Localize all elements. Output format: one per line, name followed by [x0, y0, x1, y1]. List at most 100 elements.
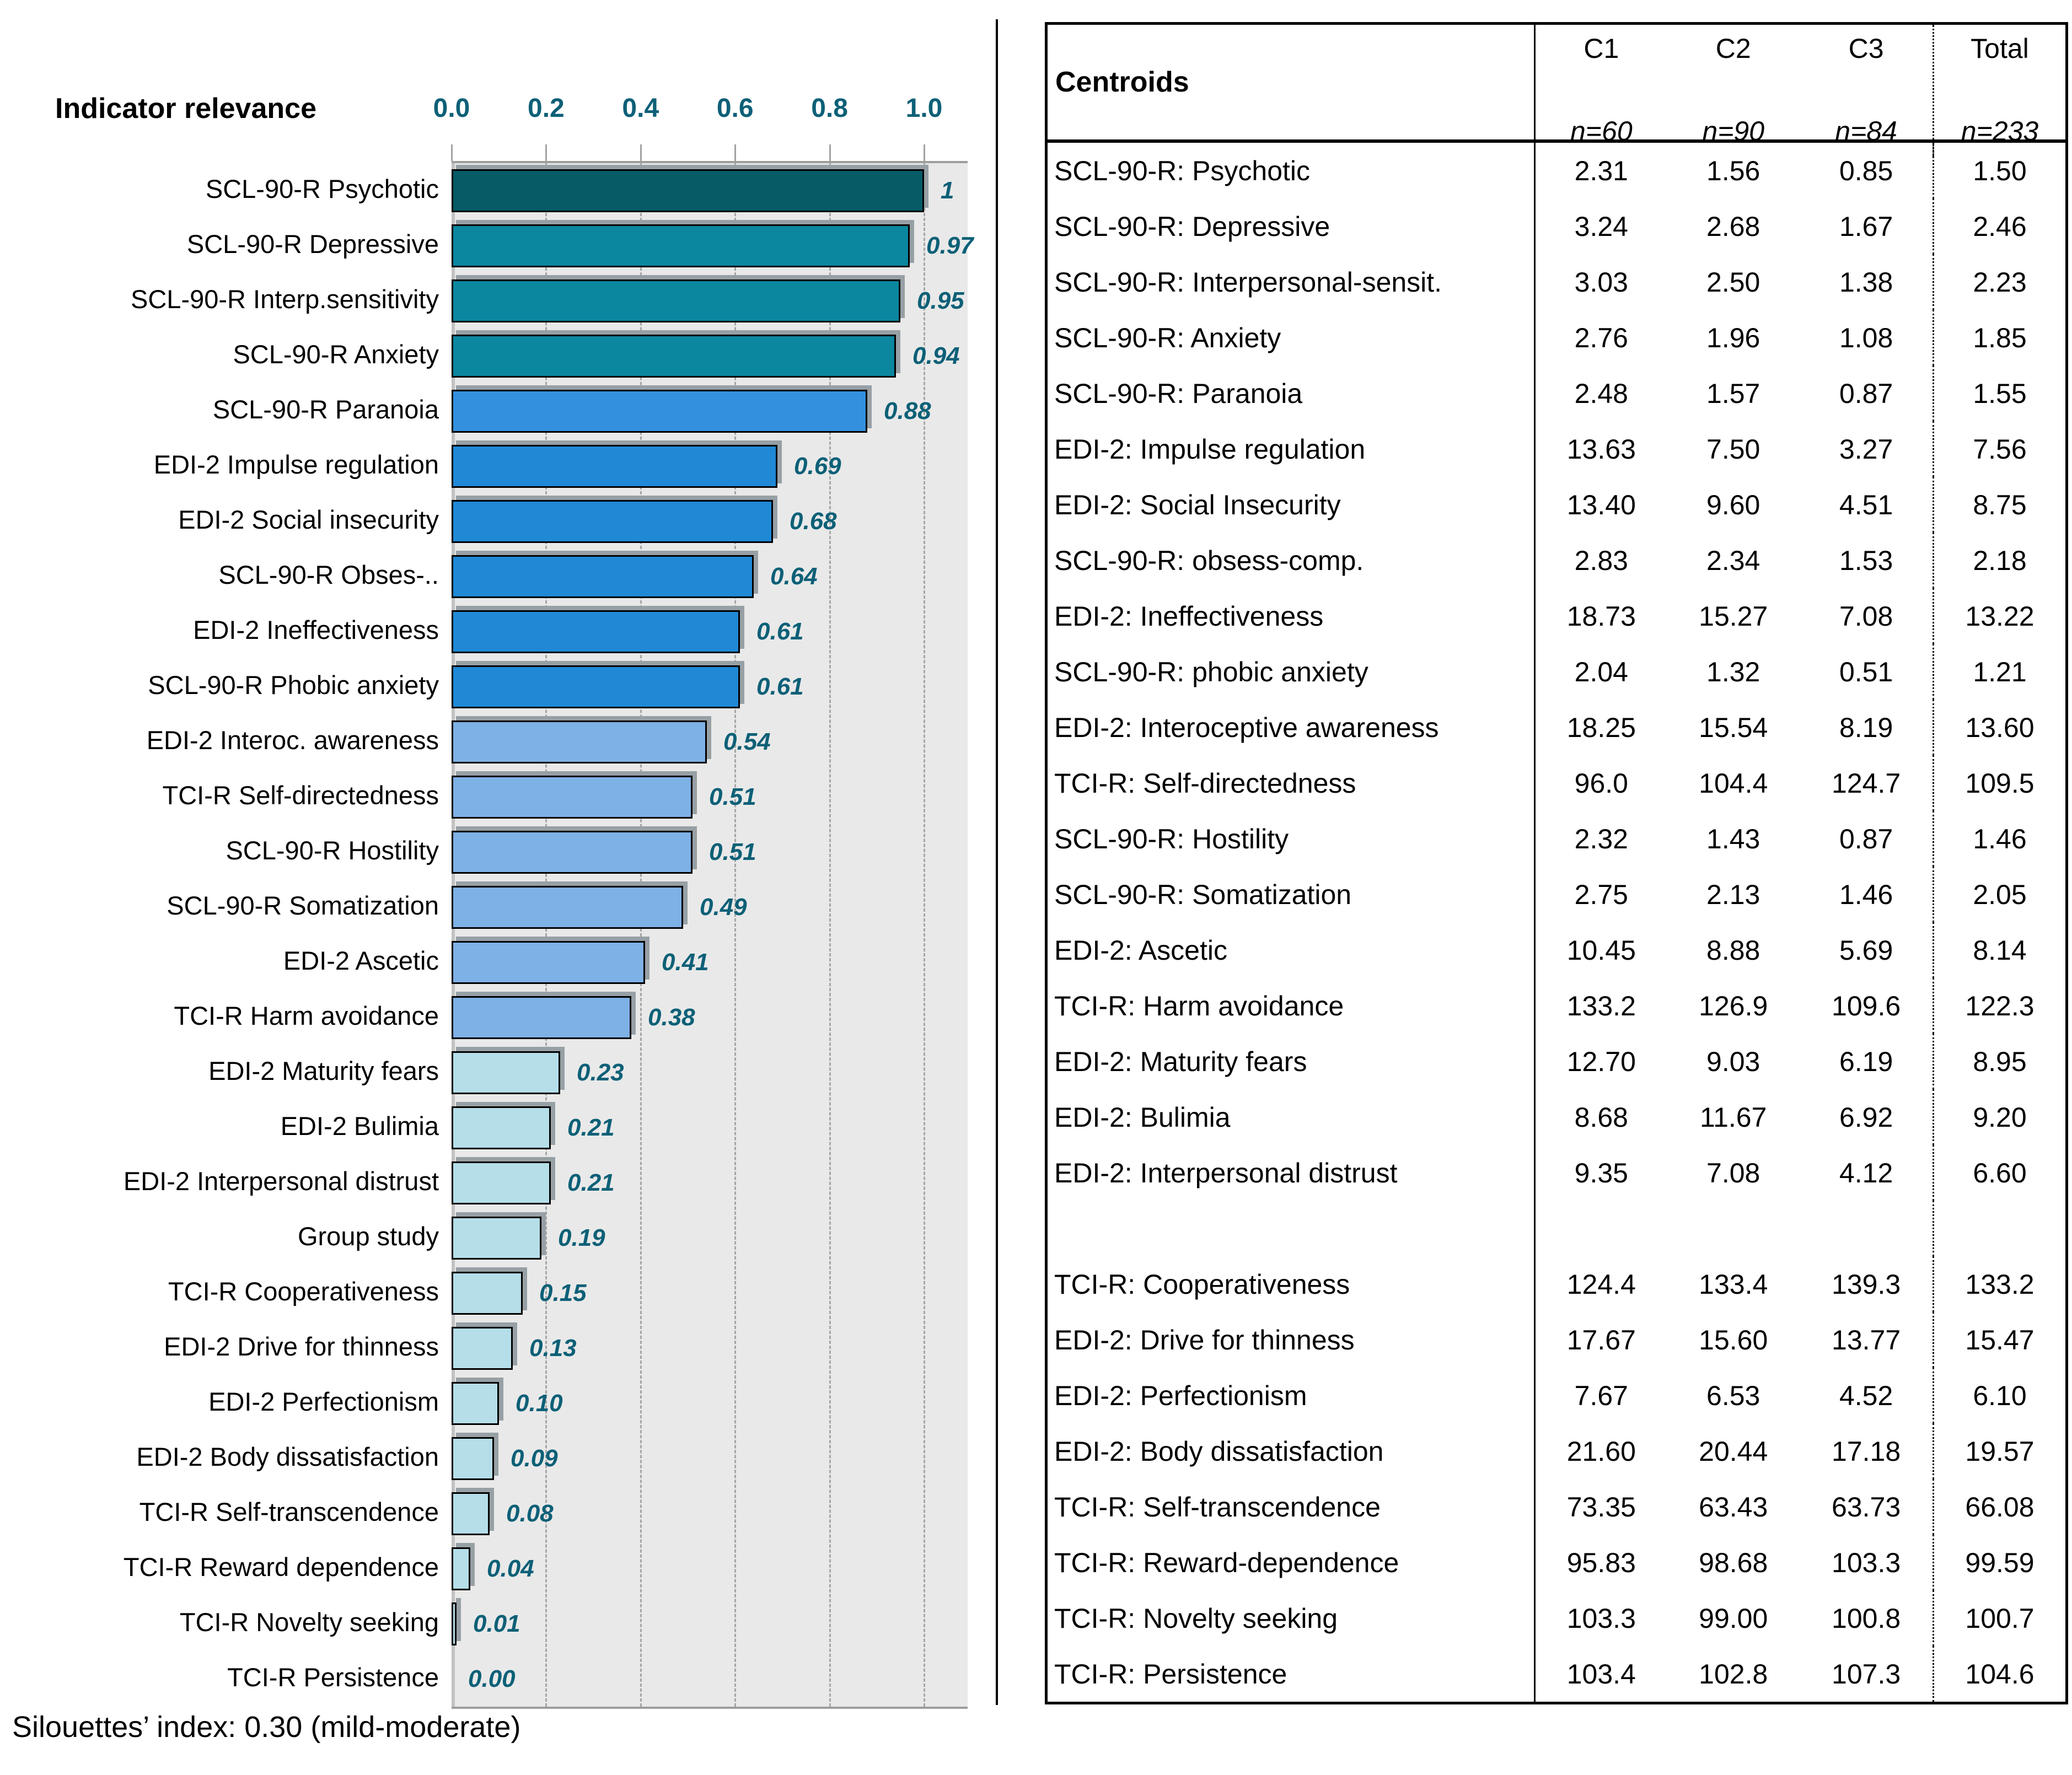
- row-label: TCI-R: Cooperativeness: [1054, 1268, 1350, 1300]
- cell-value: 63.73: [1832, 1491, 1901, 1523]
- bar: [452, 169, 924, 212]
- bar-row: 0.69: [452, 439, 968, 494]
- cell-value: 8.14: [1933, 922, 2065, 978]
- cell-value: 17.67: [1534, 1312, 1667, 1368]
- category-label: SCL-90-R Paranoia: [212, 394, 439, 424]
- column-header-label: C3: [1848, 33, 1884, 64]
- bar-row: 1: [452, 163, 968, 218]
- cell-value: 107.3: [1832, 1658, 1901, 1690]
- x-tick-mark: [924, 144, 925, 161]
- cell-value: 7.67: [1534, 1368, 1667, 1423]
- bar-row: 0.01: [452, 1596, 968, 1652]
- bar-value-label: 0.15: [539, 1279, 587, 1306]
- bar-row: 0.09: [452, 1431, 968, 1486]
- bar-row: 0.97: [452, 218, 974, 273]
- table-row: EDI-2: Bulimia 8.68 11.67 6.92 9.20: [1048, 1089, 2065, 1145]
- cell-value: 6.10: [1933, 1368, 2065, 1423]
- category-label: SCL-90-R Anxiety: [233, 339, 439, 369]
- cell-value: 0.51: [1839, 656, 1893, 687]
- bar-value-label: 0.10: [516, 1390, 563, 1417]
- category-label: EDI-2 Social insecurity: [178, 504, 439, 534]
- table-row: EDI-2: Ineffectiveness 18.73 15.27 7.08 13.2…: [1048, 588, 2065, 644]
- category-label: SCL-90-R Phobic anxiety: [148, 670, 439, 700]
- bar: [452, 1547, 470, 1590]
- row-label: EDI-2: Perfectionism: [1054, 1380, 1307, 1411]
- category-label: TCI-R Novelty seeking: [179, 1607, 439, 1637]
- cell-value: [1534, 1201, 1667, 1256]
- cell-value: 133.4: [1699, 1268, 1768, 1300]
- cell-value: 102.8: [1699, 1658, 1768, 1690]
- cell-value: 103.3: [1534, 1590, 1667, 1646]
- cell-value: [1933, 1201, 2065, 1256]
- cell-value: 13.22: [1933, 588, 2065, 644]
- bar: [452, 1161, 551, 1204]
- x-tick-mark: [829, 144, 831, 161]
- cell-value: 4.12: [1839, 1157, 1893, 1188]
- cell-value: 10.45: [1534, 922, 1667, 978]
- cell-value: 63.43: [1699, 1491, 1768, 1523]
- cell-value: 7.08: [1706, 1157, 1760, 1188]
- cell-value: 7.08: [1839, 600, 1893, 632]
- bar: [452, 1327, 513, 1370]
- bars: 1 0.97 0.95 0.94 0.88 0.69 0.68 0.64 0.61 0.61 0.5…: [452, 163, 974, 1707]
- cell-value: 1.57: [1706, 378, 1760, 409]
- cell-value: 9.03: [1706, 1046, 1760, 1077]
- row-label: TCI-R: Self-directedness: [1054, 767, 1356, 799]
- table-row: SCL-90-R: Interpersonal-sensit. 3.03 2.50 1…: [1048, 254, 2065, 310]
- row-label: EDI-2: Drive for thinness: [1054, 1324, 1355, 1356]
- category-label: TCI-R Harm avoidance: [174, 1001, 439, 1030]
- x-tick-mark: [451, 144, 453, 161]
- cell-value: 2.32: [1534, 811, 1667, 867]
- x-tick-label: 1.0: [905, 94, 943, 123]
- indicator-relevance-chart: Indicator relevance 0.0 0.2 0.4 0.6 0.8 1.0 1…: [0, 0, 998, 1775]
- table-row: EDI-2: Maturity fears 12.70 9.03 6.19 8.95: [1048, 1034, 2065, 1089]
- cell-value: 1.50: [1933, 143, 2065, 198]
- table-row: EDI-2: Interoceptive awareness 18.25 15.54…: [1048, 700, 2065, 755]
- cell-value: 19.57: [1933, 1423, 2065, 1479]
- bar-row: 0.15: [452, 1266, 968, 1321]
- row-label: EDI-2: Bulimia: [1054, 1101, 1231, 1133]
- cell-value: 0.85: [1839, 155, 1893, 186]
- y-axis-line: [452, 163, 455, 1707]
- cell-value: 0.87: [1839, 378, 1893, 409]
- cell-value: 18.25: [1534, 700, 1667, 755]
- bar: [452, 445, 777, 488]
- x-tick-mark: [545, 144, 547, 161]
- bar-value-label: 0.19: [558, 1224, 605, 1251]
- cell-value: 133.2: [1933, 1256, 2065, 1312]
- bar-row: 0.51: [452, 770, 968, 825]
- cell-value: 13.40: [1534, 477, 1667, 532]
- table-row: EDI-2: Interpersonal distrust 9.35 7.08 4.1…: [1048, 1145, 2065, 1201]
- cell-value: 103.4: [1534, 1646, 1667, 1702]
- bar-value-label: 0.97: [926, 232, 974, 259]
- bar: [452, 1437, 494, 1480]
- category-label: EDI-2 Body dissatisfaction: [136, 1441, 439, 1471]
- bar-row: 0.13: [452, 1321, 968, 1376]
- category-label: EDI-2 Impulse regulation: [153, 449, 439, 479]
- cell-value: 1.96: [1706, 322, 1760, 353]
- table-row: SCL-90-R: Depressive 3.24 2.68 1.67 2.46: [1048, 198, 2065, 254]
- bar-row: 0.88: [452, 384, 968, 439]
- cell-value: 2.34: [1706, 545, 1760, 576]
- table-body: SCL-90-R: Psychotic 2.31 1.56 0.85 1.50 SCL-9…: [1048, 143, 2065, 1702]
- column-header-n: n=233: [1961, 116, 2039, 147]
- bar-value-label: 0.54: [723, 728, 771, 755]
- table-row: TCI-R: Cooperativeness 124.4 133.4 139.3 133…: [1048, 1256, 2065, 1312]
- row-label: EDI-2: Body dissatisfaction: [1054, 1435, 1384, 1467]
- bar-value-label: 0.49: [700, 894, 747, 921]
- cell-value: 2.13: [1706, 879, 1760, 910]
- cell-value: 13.63: [1534, 421, 1667, 477]
- bar: [452, 720, 707, 763]
- category-label: SCL-90-R Interp.sensitivity: [131, 284, 439, 314]
- column-header-label: Total: [1971, 33, 2029, 64]
- cell-value: 15.60: [1699, 1324, 1768, 1356]
- cell-value: 4.52: [1839, 1380, 1893, 1411]
- cell-value: 2.50: [1706, 266, 1760, 298]
- bar: [452, 665, 740, 708]
- table-row: TCI-R: Harm avoidance 133.2 126.9 109.6 122.…: [1048, 978, 2065, 1034]
- cell-value: 122.3: [1933, 978, 2065, 1034]
- category-label: EDI-2 Drive for thinness: [164, 1331, 439, 1361]
- cell-value: 12.70: [1534, 1034, 1667, 1089]
- category-label: TCI-R Cooperativeness: [168, 1276, 439, 1306]
- cell-value: 8.88: [1706, 934, 1760, 966]
